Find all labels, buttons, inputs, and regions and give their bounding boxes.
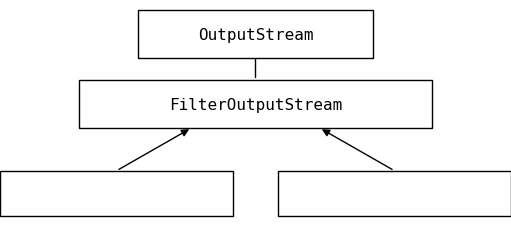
Text: FilterOutputStream: FilterOutputStream — [169, 97, 342, 112]
FancyBboxPatch shape — [0, 171, 233, 216]
FancyBboxPatch shape — [138, 11, 373, 59]
FancyBboxPatch shape — [79, 81, 432, 128]
Text: OutputStream: OutputStream — [198, 27, 313, 42]
FancyBboxPatch shape — [278, 171, 511, 216]
